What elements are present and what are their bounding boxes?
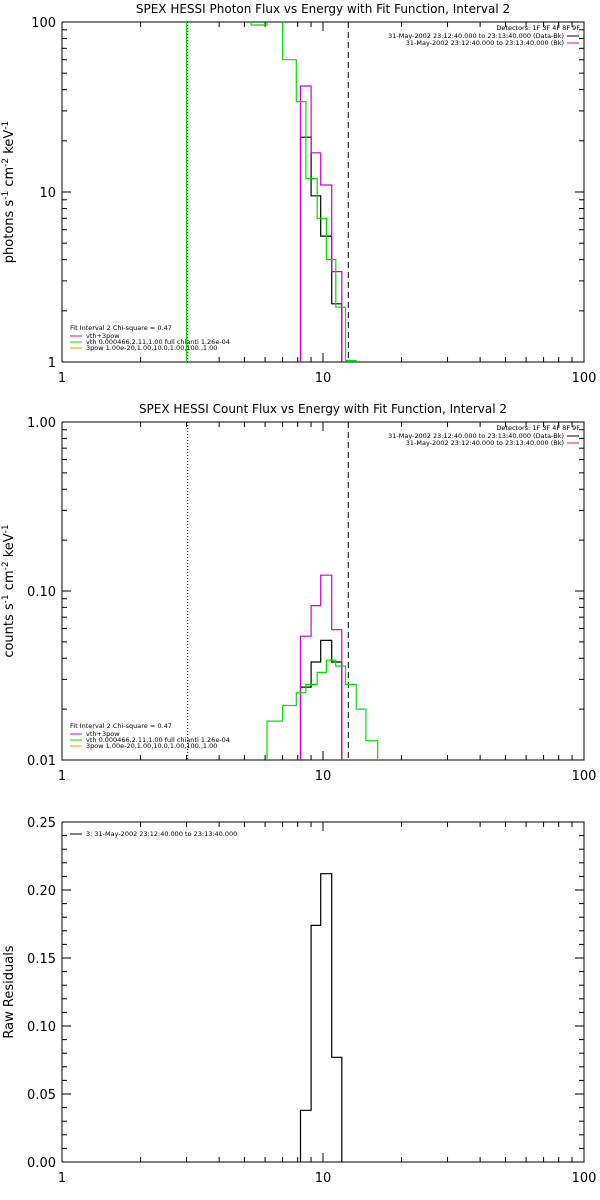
x-tick-label: 100 xyxy=(572,1171,597,1186)
y-axis-label: counts s-1 cm-2 keV-1 xyxy=(1,524,17,657)
series-bk xyxy=(299,574,343,760)
y-tick-label: 0.10 xyxy=(27,1020,56,1035)
x-tick-label: 10 xyxy=(315,769,332,784)
data-layer xyxy=(299,873,343,1162)
plot-panel-3: 1 10 100 0.00 0.05 0.10 0.15 0.20 0.25 Raw Residu… xyxy=(2,816,596,1186)
y-tick-label: 1 xyxy=(48,356,56,371)
detectors-label: Detectors: 1F 3F 4F 8F 9F xyxy=(496,424,580,432)
x-tick-label: 1 xyxy=(58,371,66,386)
series-residuals xyxy=(299,873,343,1162)
y-tick-label: 0.25 xyxy=(27,816,56,831)
y-tick-label: 100 xyxy=(31,16,56,31)
plot-frame xyxy=(61,421,585,761)
fit-legend-header: Fit Interval 2 Chi-square = 0.47 xyxy=(70,722,172,730)
y-tick-label: 0.15 xyxy=(27,952,56,967)
chart-title: SPEX HESSI Count Flux vs Energy with Fit… xyxy=(139,402,507,416)
legend-right-text: 31-May-2002 23:12:40.000 to 23:13:40.000… xyxy=(406,439,564,447)
fit-legend-text: vth+3pow xyxy=(86,332,120,340)
fit-legend-text: vth 0.000466,2.11,1.00 full chianti 1.26… xyxy=(86,736,230,744)
fit-legend-text: vth 0.000466,2.11,1.00 full chianti 1.26… xyxy=(86,338,230,346)
series-bk xyxy=(299,85,343,362)
detectors-label: Detectors: 1F 3F 4F 8F 9F xyxy=(496,24,580,32)
y-tick-label: 0.20 xyxy=(27,884,56,899)
y-tick-label: 10 xyxy=(39,186,56,201)
x-tick-label: 10 xyxy=(315,1171,332,1186)
series-data-bk xyxy=(299,639,343,760)
plot-frame xyxy=(61,821,585,1163)
plot-panel-1: SPEX HESSI Photon Flux vs Energy with Fi… xyxy=(1,2,597,386)
fit-legend-text: 3pow 1.00e-20,1.00,10.0,1.00,100.,1.00 xyxy=(86,344,217,352)
x-tick-label: 100 xyxy=(572,769,597,784)
y-tick-label: 1.00 xyxy=(27,416,56,431)
fit-legend-text: 3pow 1.00e-20,1.00,10.0,1.00,100.,1.00 xyxy=(86,742,217,750)
y-tick-label: 0.01 xyxy=(27,754,56,769)
y-tick-label: 0.05 xyxy=(27,1088,56,1103)
plot-panel-2: SPEX HESSI Count Flux vs Energy with Fit… xyxy=(1,402,596,784)
series-vth-3pow xyxy=(185,22,357,362)
fit-legend-header: Fit Interval 2 Chi-square = 0.47 xyxy=(70,324,172,332)
x-tick-label: 100 xyxy=(572,371,597,386)
y-axis-label: photons s-1 cm-2 keV-1 xyxy=(1,121,17,263)
legend-right-text: 31-May-2002 23:12:40.000 to 23:13:40.000… xyxy=(406,39,564,47)
y-tick-label: 0.00 xyxy=(27,1156,56,1171)
plot-frame xyxy=(61,21,585,363)
y-tick-label: 0.10 xyxy=(27,585,56,600)
x-tick-label: 1 xyxy=(58,769,66,784)
series-vth-3pow xyxy=(266,659,379,760)
residual-legend-text: 3: 31-May-2002 23:12:40.000 to 23:13:40.… xyxy=(86,830,237,838)
fit-legend-text: vth+3pow xyxy=(86,730,120,738)
x-tick-label: 1 xyxy=(58,1171,66,1186)
legend-right-text: 31-May-2002 23:12:40.000 to 23:13:40.000… xyxy=(388,32,564,40)
chart-title: SPEX HESSI Photon Flux vs Energy with Fi… xyxy=(136,2,510,16)
x-tick-label: 10 xyxy=(315,371,332,386)
series-data-bk xyxy=(299,136,343,362)
data-layer xyxy=(187,422,379,760)
y-axis-label: Raw Residuals xyxy=(2,945,17,1038)
legend-right-text: 31-May-2002 23:12:40.000 to 23:13:40.000… xyxy=(388,432,564,440)
data-layer xyxy=(185,22,357,362)
